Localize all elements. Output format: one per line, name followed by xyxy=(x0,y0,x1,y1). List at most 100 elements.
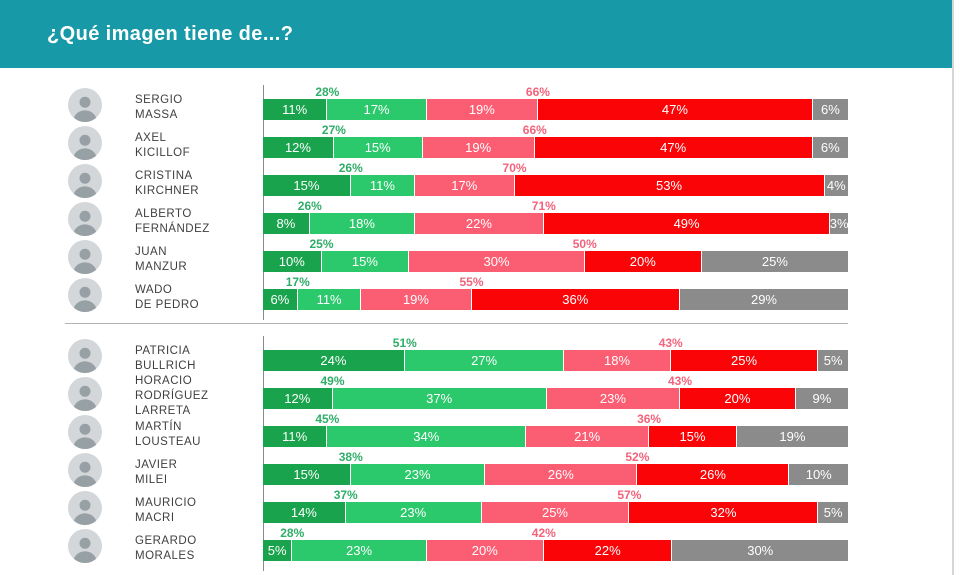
person-silhouette-icon xyxy=(70,130,100,160)
totals-label-line: 49% 43% xyxy=(263,374,848,388)
politician-name-line2: FERNÁNDEZ xyxy=(135,222,210,235)
positive-total-label: 51% xyxy=(392,336,417,350)
segment-good: 37% xyxy=(332,388,547,409)
stacked-bar: 6% 11% 19% 36% 29% xyxy=(263,289,848,310)
person-silhouette-icon xyxy=(70,282,100,312)
segment-no-answer: 6% xyxy=(812,99,848,120)
person-silhouette-icon xyxy=(70,92,100,122)
avatar-column xyxy=(65,526,135,564)
segment-bad: 25% xyxy=(481,502,630,523)
politician-row: WADO DE PEDRO 17% 55% 6% 11% 19% 36% 29% xyxy=(65,275,848,313)
segment-very-good: 10% xyxy=(263,251,322,272)
stacked-bar: 11% 34% 21% 15% 19% xyxy=(263,426,848,447)
stacked-bar: 5% 23% 20% 22% 30% xyxy=(263,540,848,561)
segment-good: 27% xyxy=(404,350,565,371)
politician-group-top: SERGIO MASSA 28% 66% 11% 17% 19% 47% 6% AXEL KICIL… xyxy=(65,85,848,320)
totals-label-line: 38% 52% xyxy=(263,450,848,464)
segment-no-answer: 30% xyxy=(672,540,848,561)
segment-good: 11% xyxy=(297,289,362,310)
stacked-bar: 12% 37% 23% 20% 9% xyxy=(263,388,848,409)
person-silhouette-icon xyxy=(70,168,100,198)
segment-very-bad: 22% xyxy=(543,540,673,561)
bar-zone: 26% 71% 8% 18% 22% 49% 3% xyxy=(263,199,848,237)
politician-name-line2: DE PEDRO xyxy=(135,298,200,311)
avatar xyxy=(68,202,102,236)
avatar xyxy=(68,164,102,198)
politician-name-line2: KICILLOF xyxy=(135,146,191,159)
politician-name: PATRICIA BULLRICH xyxy=(135,336,263,374)
politician-row: MAURICIO MACRI 37% 57% 14% 23% 25% 32% 5% xyxy=(65,488,848,526)
stacked-bar: 12% 15% 19% 47% 6% xyxy=(263,137,848,158)
avatar xyxy=(68,88,102,122)
politician-row: JAVIER MILEI 38% 52% 15% 23% 26% 26% 10% xyxy=(65,450,848,488)
segment-very-good: 24% xyxy=(263,350,405,371)
politician-name-line1: JAVIER xyxy=(135,458,178,471)
positive-total-label: 26% xyxy=(338,161,363,175)
negative-total-label: 52% xyxy=(625,450,650,464)
stacked-bar: 15% 11% 17% 53% 4% xyxy=(263,175,848,196)
politician-row: AXEL KICILLOF 27% 66% 12% 15% 19% 47% 6% xyxy=(65,123,848,161)
segment-bad: 18% xyxy=(564,350,671,371)
segment-no-answer: 19% xyxy=(736,426,848,447)
politician-name-line2: MILEI xyxy=(135,473,168,486)
politician-name-line1: JUAN xyxy=(135,245,168,258)
totals-label-line: 28% 66% xyxy=(263,85,848,99)
segment-very-good: 12% xyxy=(263,137,334,158)
avatar-column xyxy=(65,488,135,526)
positive-total-label: 38% xyxy=(338,450,363,464)
politician-name-line2: BULLRICH xyxy=(135,359,196,372)
bar-zone: 28% 66% 11% 17% 19% 47% 6% xyxy=(263,85,848,123)
politician-row: GERARDO MORALES 28% 42% 5% 23% 20% 22% 30% xyxy=(65,526,848,564)
politician-name: SERGIO MASSA xyxy=(135,85,263,123)
politician-group-bottom: PATRICIA BULLRICH 51% 43% 24% 27% 18% 25% 5% HORA… xyxy=(65,336,848,571)
politician-name: JAVIER MILEI xyxy=(135,450,263,488)
positive-total-label: 26% xyxy=(297,199,322,213)
avatar xyxy=(68,377,102,411)
segment-bad: 19% xyxy=(361,289,472,310)
stacked-bar: 15% 23% 26% 26% 10% xyxy=(263,464,848,485)
image-poll-chart: SERGIO MASSA 28% 66% 11% 17% 19% 47% 6% AXEL KICIL… xyxy=(65,68,848,571)
bar-zone: 49% 43% 12% 37% 23% 20% 9% xyxy=(263,374,848,412)
avatar xyxy=(68,339,102,373)
negative-total-label: 43% xyxy=(668,374,693,388)
politician-name: ALBERTO FERNÁNDEZ xyxy=(135,199,263,237)
negative-total-label: 66% xyxy=(522,123,547,137)
segment-bad: 19% xyxy=(422,137,535,158)
politician-name-line2: LOUSTEAU xyxy=(135,435,201,448)
avatar-column xyxy=(65,374,135,412)
segment-good: 23% xyxy=(350,464,486,485)
segment-bad: 20% xyxy=(426,540,544,561)
avatar-column xyxy=(65,450,135,488)
segment-good: 17% xyxy=(327,99,427,120)
positive-total-label: 27% xyxy=(321,123,346,137)
avatar-column xyxy=(65,85,135,123)
totals-label-line: 45% 36% xyxy=(263,412,848,426)
avatar-column xyxy=(65,123,135,161)
positive-total-label: 17% xyxy=(285,275,310,289)
segment-no-answer: 6% xyxy=(812,137,848,158)
politician-name-line2: MASSA xyxy=(135,108,178,121)
totals-label-line: 26% 70% xyxy=(263,161,848,175)
politician-name-line2: RODRÍGUEZ LARRETA xyxy=(135,390,209,417)
politician-name: AXEL KICILLOF xyxy=(135,123,263,161)
segment-bad: 17% xyxy=(415,175,515,196)
segment-very-good: 11% xyxy=(263,99,328,120)
politician-name-line1: AXEL xyxy=(135,131,167,144)
negative-total-label: 42% xyxy=(531,526,556,540)
person-silhouette-icon xyxy=(70,533,100,563)
segment-very-good: 8% xyxy=(263,213,310,234)
avatar xyxy=(68,126,102,160)
politician-row: MARTÍN LOUSTEAU 45% 36% 11% 34% 21% 15% 19% xyxy=(65,412,848,450)
politician-name-line1: CRISTINA xyxy=(135,169,193,182)
avatar xyxy=(68,415,102,449)
segment-bad: 22% xyxy=(415,213,544,234)
person-silhouette-icon xyxy=(70,343,100,373)
segment-bad: 23% xyxy=(546,388,680,409)
person-silhouette-icon xyxy=(70,419,100,449)
avatar-column xyxy=(65,199,135,237)
positive-total-label: 28% xyxy=(315,85,340,99)
bar-zone: 17% 55% 6% 11% 19% 36% 29% xyxy=(263,275,848,313)
politician-name-line1: SERGIO xyxy=(135,93,183,106)
person-silhouette-icon xyxy=(70,381,100,411)
negative-total-label: 43% xyxy=(658,336,683,350)
